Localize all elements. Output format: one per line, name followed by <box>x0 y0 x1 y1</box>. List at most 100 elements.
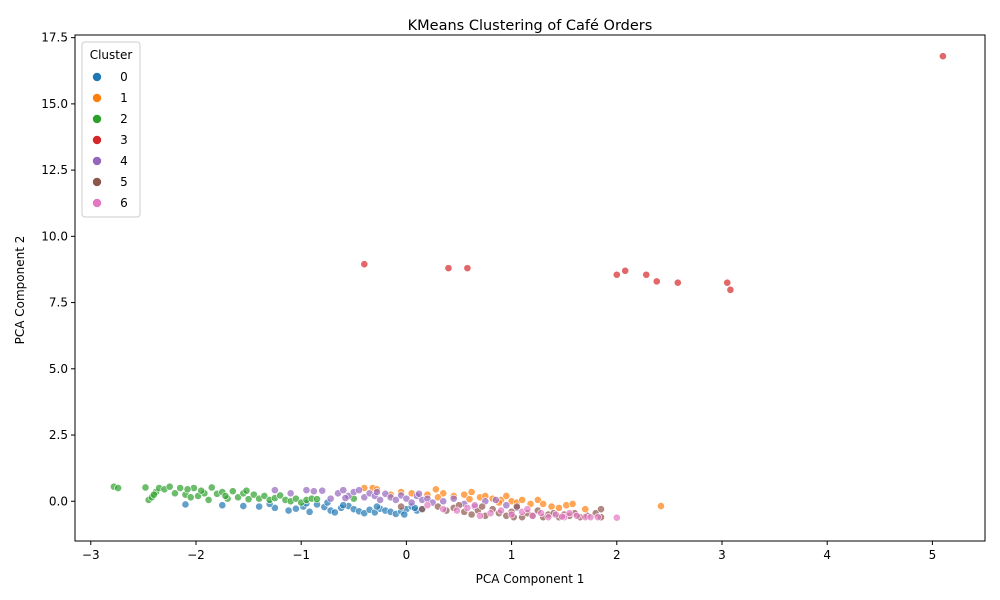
data-point <box>593 513 602 522</box>
data-point <box>562 501 571 510</box>
data-point <box>260 492 269 500</box>
y-tick-label: 17.5 <box>41 31 68 45</box>
x-axis-label: PCA Component 1 <box>476 572 585 586</box>
y-tick-label: 7.5 <box>49 296 68 310</box>
data-point <box>189 484 198 492</box>
data-point <box>326 494 335 503</box>
data-point <box>723 278 732 287</box>
data-point <box>581 505 590 514</box>
data-point <box>565 509 574 518</box>
data-point <box>221 492 230 500</box>
data-point <box>444 264 453 273</box>
data-point <box>673 278 682 287</box>
data-point <box>141 483 150 492</box>
y-tick-label: 0.0 <box>49 494 68 508</box>
x-tick-label: 3 <box>718 548 726 562</box>
legend-label: 6 <box>120 196 128 210</box>
y-tick-label: 15.0 <box>41 97 68 111</box>
legend-box <box>81 41 141 218</box>
data-point <box>292 504 300 513</box>
data-point <box>234 493 242 502</box>
data-point <box>181 500 190 509</box>
data-point <box>355 486 363 495</box>
data-point <box>518 496 527 504</box>
legend-label: 2 <box>120 112 128 126</box>
data-point <box>270 503 279 512</box>
data-point <box>612 270 621 279</box>
data-point <box>218 501 227 510</box>
y-tick-label: 2.5 <box>49 428 68 442</box>
legend-label: 4 <box>120 154 128 168</box>
data-point <box>470 501 479 510</box>
data-point <box>197 486 206 495</box>
data-point <box>439 505 448 514</box>
x-tick-label: 4 <box>823 548 831 562</box>
data-point <box>313 495 321 504</box>
data-points <box>110 52 947 522</box>
data-point <box>397 502 406 511</box>
data-point <box>418 505 427 514</box>
data-point <box>621 266 630 275</box>
x-tick-label: −3 <box>82 548 100 562</box>
data-point <box>544 513 553 522</box>
data-point <box>652 277 661 286</box>
x-tick-label: −2 <box>187 548 205 562</box>
data-point <box>463 264 472 273</box>
data-point <box>305 507 314 516</box>
data-point <box>186 493 195 502</box>
data-point <box>239 502 248 510</box>
data-point <box>339 501 348 510</box>
data-point <box>449 494 458 503</box>
x-tick-label: 5 <box>929 548 937 562</box>
data-point <box>939 52 947 61</box>
data-point <box>171 489 179 498</box>
data-point <box>255 502 264 511</box>
data-point <box>465 495 474 504</box>
data-point <box>276 491 285 500</box>
data-point <box>460 490 469 499</box>
data-point <box>423 501 432 510</box>
data-point <box>292 494 300 503</box>
data-point <box>318 486 327 495</box>
data-point <box>330 508 339 517</box>
data-point <box>467 510 476 519</box>
data-point <box>558 512 566 521</box>
data-point <box>286 489 295 498</box>
data-point <box>302 486 311 495</box>
data-point <box>242 486 251 495</box>
legend-label: 3 <box>120 133 128 147</box>
data-point <box>586 513 595 522</box>
data-point <box>507 510 516 519</box>
data-point <box>572 511 581 520</box>
data-point <box>360 260 369 269</box>
data-point <box>249 490 258 499</box>
data-point <box>207 483 216 492</box>
data-point <box>407 498 416 507</box>
data-point <box>373 502 381 511</box>
y-tick-label: 5.0 <box>49 362 68 376</box>
data-point <box>431 485 440 494</box>
data-point <box>537 509 545 518</box>
data-point <box>373 488 381 496</box>
data-point <box>439 489 448 498</box>
data-point <box>204 496 213 504</box>
data-point <box>228 487 237 496</box>
x-tick-label: 1 <box>508 548 516 562</box>
legend-label: 1 <box>120 91 128 105</box>
data-point <box>597 505 605 514</box>
data-point <box>533 496 542 504</box>
data-point <box>555 503 563 512</box>
data-point <box>165 482 174 491</box>
y-tick-label: 10.0 <box>41 229 68 243</box>
data-point <box>476 511 484 520</box>
data-point <box>502 492 511 500</box>
y-axis-label: PCA Component 2 <box>13 236 27 345</box>
legend-marker <box>92 135 102 145</box>
data-point <box>463 503 472 512</box>
data-point <box>244 495 253 504</box>
data-point <box>400 510 409 519</box>
legend-marker <box>92 156 102 166</box>
data-point <box>491 496 500 504</box>
data-point <box>341 494 350 502</box>
